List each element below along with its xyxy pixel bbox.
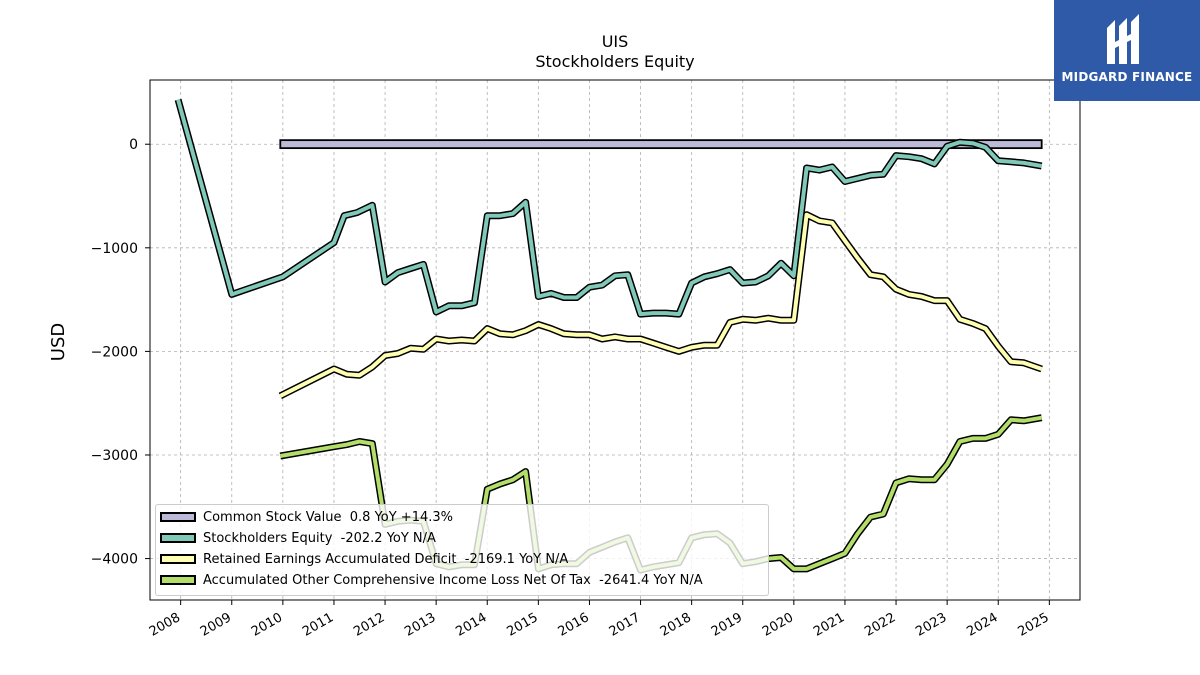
legend-swatch <box>160 533 196 543</box>
series-common-stock-value <box>279 139 1043 150</box>
legend-swatch <box>160 512 196 522</box>
legend-swatch <box>160 575 196 585</box>
x-tick-label: 2009 <box>198 610 234 640</box>
series-retained-earnings-accumulated-deficit-outline <box>278 211 1043 400</box>
x-tick-label: 2013 <box>402 610 438 640</box>
plot-frame <box>149 79 1081 601</box>
y-axis-label: USD <box>48 323 69 361</box>
y-tick-label: −3000 <box>91 448 138 464</box>
midgard-logo-icon <box>1107 14 1139 64</box>
legend-label: Stockholders Equity -202.2 YoY N/A <box>203 530 436 546</box>
legend-item-common-stock: Common Stock Value 0.8 YoY +14.3% <box>160 508 453 526</box>
y-tick-label: 0 <box>129 137 138 153</box>
x-tick-label: 2023 <box>913 610 949 640</box>
x-tick-label: 2019 <box>709 610 745 640</box>
series-retained-earnings-accumulated-deficit <box>278 211 1043 400</box>
x-tick-label: 2025 <box>1016 610 1052 640</box>
x-tick-label: 2008 <box>147 610 183 640</box>
chart-legend: Common Stock Value 0.8 YoY +14.3% Stockh… <box>155 504 769 596</box>
x-tick-label: 2011 <box>300 610 336 640</box>
legend-label: Retained Earnings Accumulated Deficit -2… <box>203 551 569 567</box>
chart-title: UIS <box>601 32 629 51</box>
x-tick-label: 2010 <box>249 610 285 640</box>
legend-swatch <box>160 554 196 564</box>
chart-subtitle: Stockholders Equity <box>535 52 695 71</box>
x-tick-label: 2021 <box>811 610 847 640</box>
x-tick-label: 2020 <box>760 610 796 640</box>
x-tick-label: 2016 <box>556 610 592 640</box>
x-tick-label: 2012 <box>351 610 387 640</box>
y-tick-label: −4000 <box>91 552 138 568</box>
series-group <box>174 98 1043 574</box>
legend-item-aoci: Accumulated Other Comprehensive Income L… <box>160 571 703 589</box>
legend-label: Common Stock Value 0.8 YoY +14.3% <box>203 509 453 525</box>
logo-text: MIDGARD FINANCE <box>1061 70 1193 84</box>
y-tick-label: −2000 <box>91 344 138 360</box>
x-tick-label: 2018 <box>658 610 694 640</box>
y-tick-label: −1000 <box>91 241 138 257</box>
series-stockholders-equity <box>174 98 1043 318</box>
series-retained-earnings-accumulated-deficit-line <box>279 212 1043 398</box>
legend-item-retained-earnings: Retained Earnings Accumulated Deficit -2… <box>160 550 568 568</box>
x-tick-label: 2017 <box>607 610 643 640</box>
x-tick-label: 2014 <box>453 610 489 640</box>
x-tick-label: 2022 <box>862 610 898 640</box>
legend-label: Accumulated Other Comprehensive Income L… <box>203 572 703 588</box>
legend-item-stockholders-equity: Stockholders Equity -202.2 YoY N/A <box>160 529 436 547</box>
x-tick-label: 2015 <box>505 610 541 640</box>
x-tick-label: 2024 <box>964 610 1000 640</box>
brand-logo: MIDGARD FINANCE <box>1054 0 1200 101</box>
series-stockholders-equity-line <box>176 99 1043 317</box>
